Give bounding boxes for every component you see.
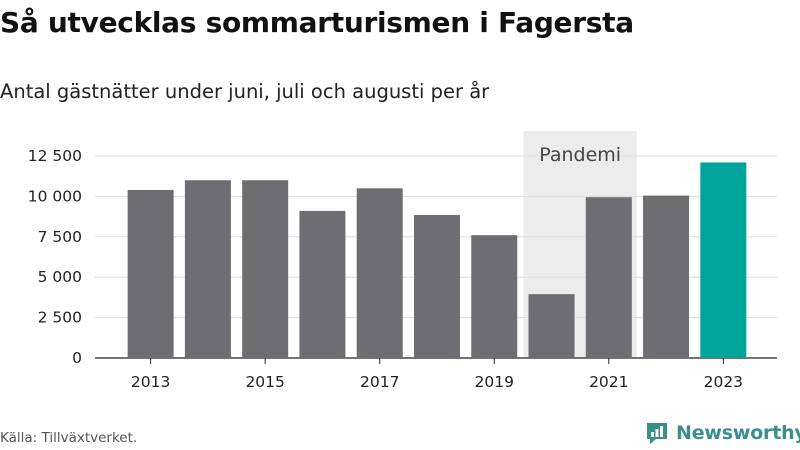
newsworthy-logo-icon — [647, 423, 667, 444]
x-tick-label: 2019 — [475, 373, 514, 391]
y-tick-label: 10 000 — [28, 187, 82, 205]
pandemic-label: Pandemi — [539, 144, 621, 166]
x-tick-label: 2013 — [131, 373, 170, 391]
bar-2022 — [643, 195, 690, 358]
bar-2021 — [585, 197, 632, 358]
bar-2017 — [356, 188, 403, 358]
bar-2016 — [299, 210, 346, 358]
y-tick-label: 7 500 — [38, 228, 82, 246]
y-tick-label: 2 500 — [38, 309, 82, 327]
bar-2014 — [184, 180, 231, 358]
bar-2019 — [471, 235, 518, 358]
x-tick-label: 2021 — [589, 373, 628, 391]
bar-2015 — [242, 180, 289, 358]
brand-name: Newsworthy — [676, 422, 800, 444]
bar-2018 — [413, 214, 460, 358]
chart-title: Så utvecklas sommarturismen i Fagersta — [0, 6, 634, 39]
chart-subtitle: Antal gästnätter under juni, juli och au… — [0, 80, 490, 103]
y-tick-label: 0 — [72, 349, 82, 367]
bar-2023 — [700, 162, 747, 358]
x-tick-label: 2023 — [704, 373, 743, 391]
x-tick-label: 2017 — [360, 373, 399, 391]
x-tick-label: 2015 — [245, 373, 284, 391]
y-tick-label: 12 500 — [28, 147, 82, 165]
bar-2013 — [127, 189, 174, 358]
source-note: Källa: Tillväxtverket. — [0, 430, 138, 446]
bar-2020 — [528, 294, 575, 358]
brand-logo: Newsworthy — [644, 420, 800, 446]
y-tick-label: 5 000 — [38, 268, 82, 286]
